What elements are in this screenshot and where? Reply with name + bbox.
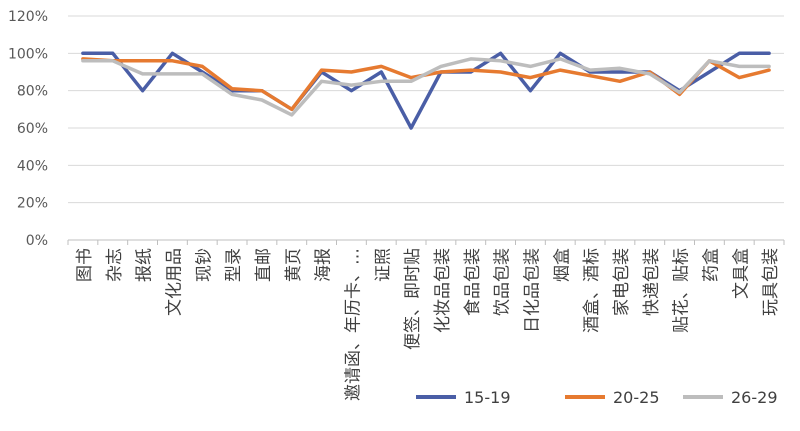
x-tick-label: 日化品包装 — [522, 248, 542, 333]
legend-label: 20-25 — [613, 388, 660, 407]
x-tick-label: 化妆品包装 — [433, 248, 453, 333]
legend-label: 15-19 — [464, 388, 511, 407]
x-tick-label: 海报 — [314, 248, 334, 282]
x-tick-label: 现钞 — [194, 248, 214, 282]
x-tick-label: 黄页 — [284, 248, 304, 282]
y-tick-label: 120% — [8, 9, 48, 25]
x-tick-label: 玩具包装 — [761, 248, 781, 316]
x-tick-label: 药盒 — [701, 248, 721, 282]
y-tick-label: 0% — [26, 233, 48, 249]
y-tick-label: 80% — [17, 84, 48, 100]
x-tick-label: 文具盒 — [731, 248, 751, 299]
y-tick-label: 20% — [17, 196, 48, 212]
x-tick-label: 证照 — [373, 248, 393, 282]
x-tick-label: 直邮 — [254, 248, 274, 282]
x-tick-label: 贴花、贴标 — [672, 248, 692, 333]
y-tick-label: 60% — [17, 121, 48, 137]
x-tick-label: 酒盒、酒标 — [582, 248, 602, 333]
x-tick-label: 报纸 — [135, 248, 155, 282]
y-tick-label: 100% — [8, 46, 48, 62]
x-tick-label: 文化用品 — [164, 248, 184, 316]
x-tick-label: 烟盒 — [552, 248, 572, 282]
series-line-26-29 — [81, 57, 771, 117]
x-tick-label: 邀请函、年历卡、… — [343, 248, 363, 401]
x-tick-label: 家电包装 — [612, 248, 632, 316]
x-tick-label: 饮品包装 — [493, 248, 513, 316]
x-tick-label: 快递包装 — [642, 248, 662, 316]
x-tick-label: 图书 — [75, 248, 95, 282]
x-tick-label: 便签、即时贴 — [403, 248, 423, 350]
x-tick-label: 食品包装 — [463, 248, 483, 316]
legend-label: 26-29 — [731, 388, 778, 407]
x-tick-label: 杂志 — [105, 248, 125, 282]
y-tick-label: 40% — [17, 158, 48, 174]
x-tick-label: 型录 — [224, 248, 244, 282]
